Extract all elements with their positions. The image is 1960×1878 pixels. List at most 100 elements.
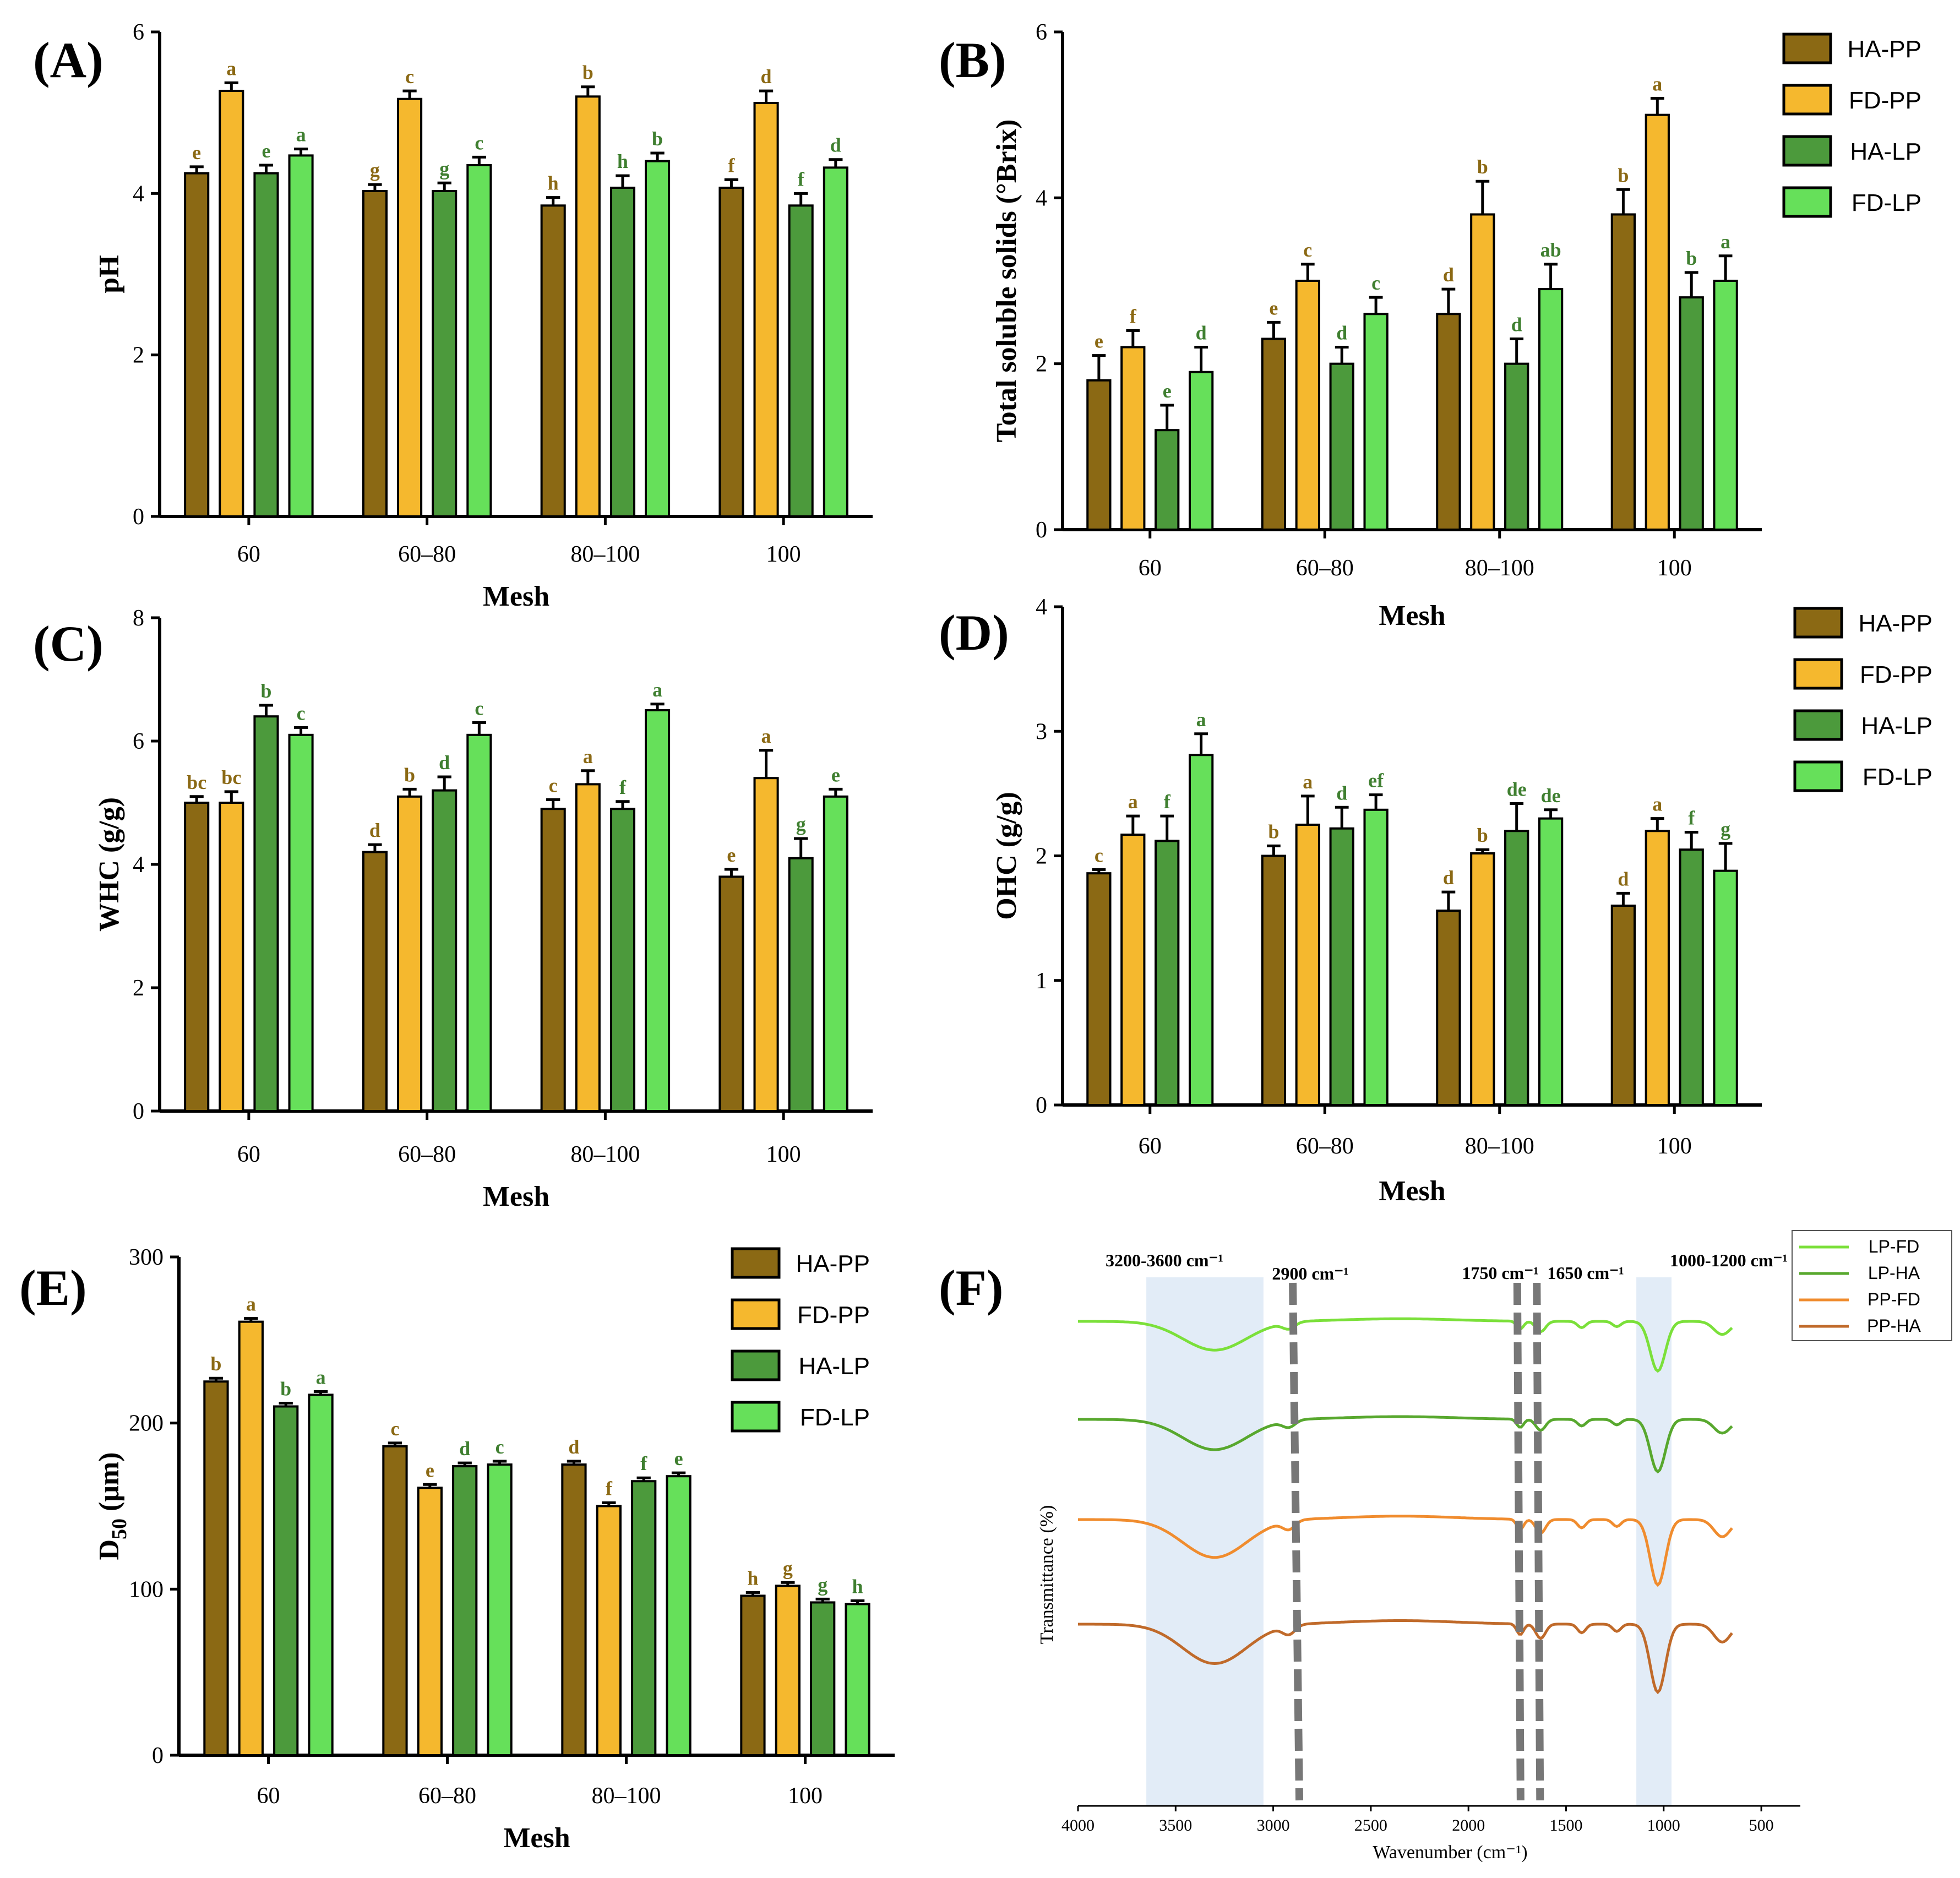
bar-FD-PP xyxy=(575,95,601,518)
significance-letter: c xyxy=(1095,844,1103,866)
x-axis-title: Mesh xyxy=(483,1181,549,1212)
y-tick-label: 0 xyxy=(1036,518,1047,543)
significance-letter: a xyxy=(761,725,771,747)
y-tick-label: 0 xyxy=(152,1743,164,1768)
legend-label-PP-HA: PP-HA xyxy=(1867,1316,1921,1336)
y-tick-label: 4 xyxy=(1036,186,1047,211)
bar-FD-PP xyxy=(1470,213,1495,531)
bar-FD-LP xyxy=(288,733,314,1113)
y-axis-title: pH xyxy=(94,255,125,293)
bar-FD-PP xyxy=(1120,346,1146,531)
y-axis-title: OHC (g/g) xyxy=(991,792,1022,920)
bar-HA-PP xyxy=(362,189,388,518)
significance-letter: b xyxy=(260,680,271,702)
legend-label-LP-HA: LP-HA xyxy=(1868,1263,1920,1283)
bar-FD-LP xyxy=(845,1603,870,1757)
significance-letter: c xyxy=(297,702,306,724)
spectrum-LP-HA xyxy=(1078,1415,1733,1474)
significance-letter: d xyxy=(1443,264,1454,286)
spectrum-PP-HA xyxy=(1078,1619,1733,1695)
significance-letter: b xyxy=(210,1353,221,1375)
legend-swatch-FD-PP xyxy=(1793,658,1843,690)
bar-FD-PP xyxy=(219,802,244,1112)
x-axis-title: Wavenumber (cm⁻¹) xyxy=(1373,1842,1527,1863)
panel-label: (F) xyxy=(939,1260,1003,1316)
significance-letter: d xyxy=(1443,867,1454,889)
significance-letter: h xyxy=(617,150,628,172)
bar-FD-LP xyxy=(1538,288,1564,531)
significance-letter: a xyxy=(652,679,662,701)
significance-letter: b xyxy=(1686,247,1697,269)
significance-letter: e xyxy=(192,141,201,164)
significance-letter: a xyxy=(296,124,306,146)
legend-E: HA-PP FD-PP HA-LP FD-LP xyxy=(731,1247,870,1433)
legend-swatch-FD-LP xyxy=(1793,760,1843,792)
significance-letter: d xyxy=(1618,868,1629,890)
legend-label-HA-LP: HA-LP xyxy=(1850,138,1921,165)
bar-HA-PP xyxy=(382,1445,408,1756)
bar-HA-LP xyxy=(432,789,458,1112)
x-tick-label: 100 xyxy=(766,542,801,567)
significance-letter: g xyxy=(1721,818,1730,840)
legend-B: HA-PP FD-PP HA-LP FD-LP xyxy=(1782,32,1921,218)
panel-label: (E) xyxy=(19,1260,87,1316)
legend-label-FD-LP: FD-LP xyxy=(1863,764,1932,791)
bar-HA-LP xyxy=(432,189,458,518)
significance-letter: b xyxy=(280,1378,291,1400)
band-label: 1000-1200 cm⁻¹ xyxy=(1670,1250,1788,1270)
legend-label-LP-FD: LP-FD xyxy=(1869,1237,1919,1256)
significance-letter: e xyxy=(831,764,840,786)
significance-letter: d xyxy=(568,1436,579,1458)
bar-FD-LP xyxy=(666,1475,692,1756)
legend-swatch-FD-PP xyxy=(1782,84,1832,116)
y-tick-label: 0 xyxy=(133,1099,144,1124)
x-axis-title: Mesh xyxy=(483,581,549,612)
legend-label-HA-PP: HA-PP xyxy=(1848,36,1921,63)
significance-letter: c xyxy=(475,697,483,719)
significance-letter: a xyxy=(1721,231,1730,253)
x-tick-label: 3000 xyxy=(1257,1816,1290,1835)
bar-FD-PP xyxy=(753,102,779,518)
bar-HA-LP xyxy=(788,857,814,1113)
bar-FD-PP xyxy=(417,1487,443,1756)
bar-HA-PP xyxy=(1610,213,1636,531)
marker-line xyxy=(1513,1282,1525,1801)
y-tick-label: 4 xyxy=(133,181,144,206)
bar-FD-PP xyxy=(219,90,244,518)
y-tick-label: 0 xyxy=(1036,1093,1047,1118)
bar-FD-LP xyxy=(466,733,492,1113)
significance-letter: c xyxy=(496,1436,504,1458)
significance-letter: c xyxy=(390,1418,399,1440)
bar-FD-LP xyxy=(466,164,492,518)
significance-letter: d xyxy=(459,1438,470,1460)
panel-B: 024660efed60–80ecdc80–100dbdab100babaMes… xyxy=(939,20,1921,632)
y-tick-label: 6 xyxy=(133,729,144,754)
x-tick-label: 3500 xyxy=(1159,1816,1192,1835)
y-axis-title: D50 (μm) xyxy=(94,1452,131,1560)
marker-label: 1650 cm⁻¹ xyxy=(1547,1263,1624,1283)
x-tick-label: 60–80 xyxy=(398,1142,456,1167)
y-tick-label: 8 xyxy=(133,606,144,631)
y-axis-title: WHC (g/g) xyxy=(94,797,125,932)
legend-swatch-HA-LP xyxy=(1793,709,1843,741)
significance-letter: d xyxy=(439,752,450,774)
y-tick-label: 0 xyxy=(133,504,144,530)
legend-swatch-FD-LP xyxy=(731,1401,781,1433)
y-tick-label: 4 xyxy=(1036,595,1047,620)
significance-letter: h xyxy=(747,1567,758,1589)
bar-FD-LP xyxy=(1363,808,1389,1106)
x-tick-label: 80–100 xyxy=(570,542,640,567)
significance-letter: ef xyxy=(1368,770,1384,792)
legend-label-HA-LP: HA-LP xyxy=(798,1353,870,1380)
y-tick-label: 6 xyxy=(1036,20,1047,45)
legend-swatch-FD-PP xyxy=(731,1298,781,1330)
legend-D: HA-PP FD-PP HA-LP FD-LP xyxy=(1793,607,1932,792)
x-tick-label: 60 xyxy=(257,1783,280,1809)
significance-letter: b xyxy=(404,764,415,786)
x-axis-title: Mesh xyxy=(503,1822,570,1854)
significance-letter: g xyxy=(439,157,449,179)
y-tick-label: 1 xyxy=(1036,968,1047,994)
bar-FD-PP xyxy=(1120,834,1146,1106)
legend-swatch-HA-PP xyxy=(731,1247,781,1279)
bar-HA-LP xyxy=(1679,296,1704,531)
